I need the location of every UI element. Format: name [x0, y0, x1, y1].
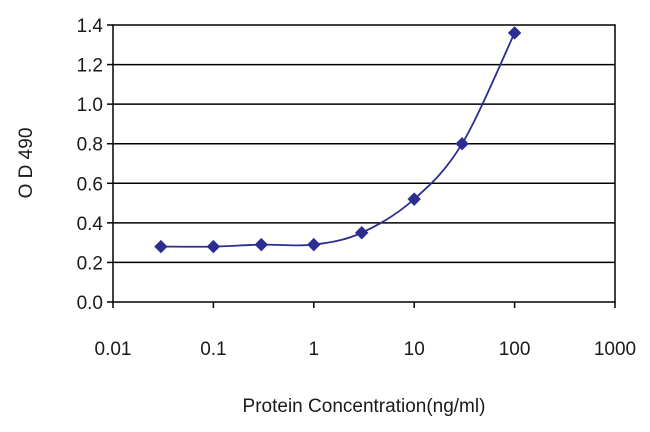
- x-tick-label: 0.1: [200, 339, 226, 360]
- y-tick-label: 1.0: [77, 95, 103, 116]
- x-tick-label: 1000: [594, 339, 636, 360]
- data-point: [254, 237, 269, 252]
- data-point: [206, 239, 221, 254]
- x-tick-label: 10: [404, 339, 425, 360]
- data-point: [154, 239, 168, 254]
- y-axis-label: O D 490: [16, 128, 37, 199]
- x-tick-label: 1: [309, 339, 320, 360]
- y-tick-label: 0.4: [77, 214, 104, 235]
- data-point: [507, 26, 522, 40]
- y-tick-label: 1.4: [77, 16, 104, 37]
- x-tick-label: 100: [499, 339, 531, 360]
- y-tick-label: 0.8: [77, 135, 103, 156]
- data-point: [307, 237, 321, 252]
- data-point: [354, 226, 369, 240]
- x-tick-label: 0.01: [95, 339, 132, 360]
- y-tick-label: 0.6: [77, 174, 103, 195]
- data-point: [455, 137, 469, 151]
- plot-area: [112, 24, 616, 303]
- y-tick-label: 1.2: [77, 56, 103, 77]
- y-tick-label: 0.2: [77, 253, 103, 274]
- y-tick-label: 0.0: [77, 293, 103, 314]
- x-axis-label: Protein Concentration(ng/ml): [243, 396, 486, 417]
- data-point: [407, 192, 421, 206]
